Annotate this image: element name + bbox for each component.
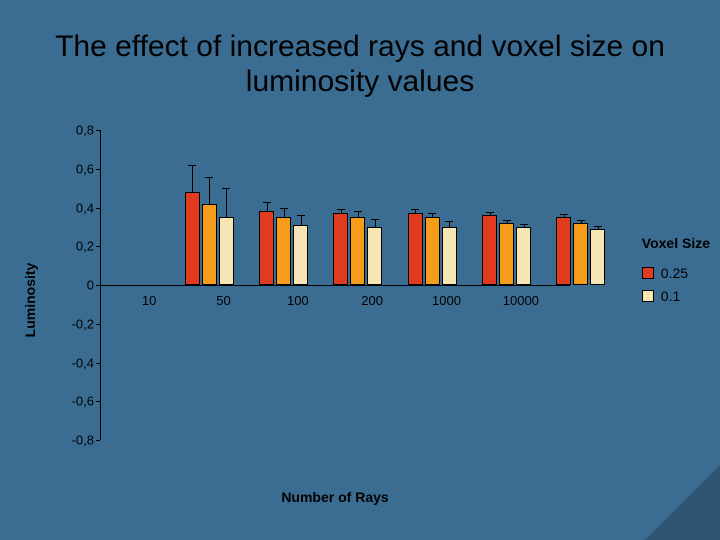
error-bar (209, 177, 210, 204)
corner-accent (645, 465, 720, 540)
bar (259, 211, 274, 285)
error-cap (205, 177, 213, 178)
error-bar (375, 219, 376, 227)
y-tick-label: -0,2 (40, 316, 100, 331)
chart-area: Luminosity -0,8-0,6-0,4-0,200,20,40,60,8… (40, 130, 570, 470)
bar (573, 223, 588, 285)
error-cap (280, 208, 288, 209)
y-tick-label: -0,4 (40, 355, 100, 370)
bar (367, 227, 382, 285)
error-bar (284, 208, 285, 218)
error-cap (222, 188, 230, 189)
bar (408, 213, 423, 285)
error-cap (428, 213, 436, 214)
bar (425, 217, 440, 285)
y-tick-label: 0,8 (40, 123, 100, 138)
error-cap (520, 224, 528, 225)
error-cap (411, 209, 419, 210)
error-cap (577, 220, 585, 221)
legend: Voxel Size 0.25 0.1 (642, 235, 710, 311)
x-tick-label: 100 (287, 293, 309, 308)
y-axis-label: Luminosity (22, 263, 38, 338)
error-cap (560, 214, 568, 215)
chart-title: The effect of increased rays and voxel s… (40, 30, 680, 99)
bar (516, 227, 531, 285)
y-tick-mark (96, 440, 100, 441)
error-cap (503, 220, 511, 221)
x-tick-label: 200 (361, 293, 383, 308)
bar (590, 229, 605, 285)
bar (556, 217, 571, 285)
legend-swatch (642, 267, 654, 279)
bar (333, 213, 348, 285)
error-cap (354, 211, 362, 212)
bar (350, 217, 365, 285)
x-tick-label: 50 (216, 293, 230, 308)
y-tick-label: 0,4 (40, 200, 100, 215)
legend-item: 0.25 (642, 265, 710, 281)
x-tick-label: 10 (142, 293, 156, 308)
plot-area (100, 130, 570, 440)
error-cap (445, 221, 453, 222)
x-axis-label: Number of Rays (100, 489, 570, 505)
bar (293, 225, 308, 285)
y-tick-label: 0,2 (40, 239, 100, 254)
bar (442, 227, 457, 285)
x-tick-label: 1000 (432, 293, 461, 308)
legend-label: 0.1 (661, 288, 680, 304)
bar (499, 223, 514, 285)
error-bar (226, 188, 227, 217)
bar (482, 215, 497, 285)
legend-swatch (642, 290, 654, 302)
y-tick-label: -0,8 (40, 433, 100, 448)
legend-items: 0.25 0.1 (642, 265, 710, 304)
bar (219, 217, 234, 285)
bar (185, 192, 200, 285)
error-cap (297, 215, 305, 216)
legend-label: 0.25 (661, 265, 688, 281)
error-cap (188, 165, 196, 166)
slide: The effect of increased rays and voxel s… (0, 0, 720, 540)
error-bar (301, 215, 302, 225)
error-cap (337, 209, 345, 210)
error-cap (263, 202, 271, 203)
bar (276, 217, 291, 285)
y-tick-label: 0,6 (40, 161, 100, 176)
bar (202, 204, 217, 285)
y-tick-label: 0 (40, 278, 100, 293)
error-bar (192, 165, 193, 192)
error-cap (594, 226, 602, 227)
error-cap (486, 212, 494, 213)
error-cap (371, 219, 379, 220)
error-bar (267, 202, 268, 212)
legend-title: Voxel Size (642, 235, 710, 251)
x-tick-label: 10000 (503, 293, 539, 308)
y-tick-label: -0,6 (40, 394, 100, 409)
legend-item: 0.1 (642, 288, 710, 304)
